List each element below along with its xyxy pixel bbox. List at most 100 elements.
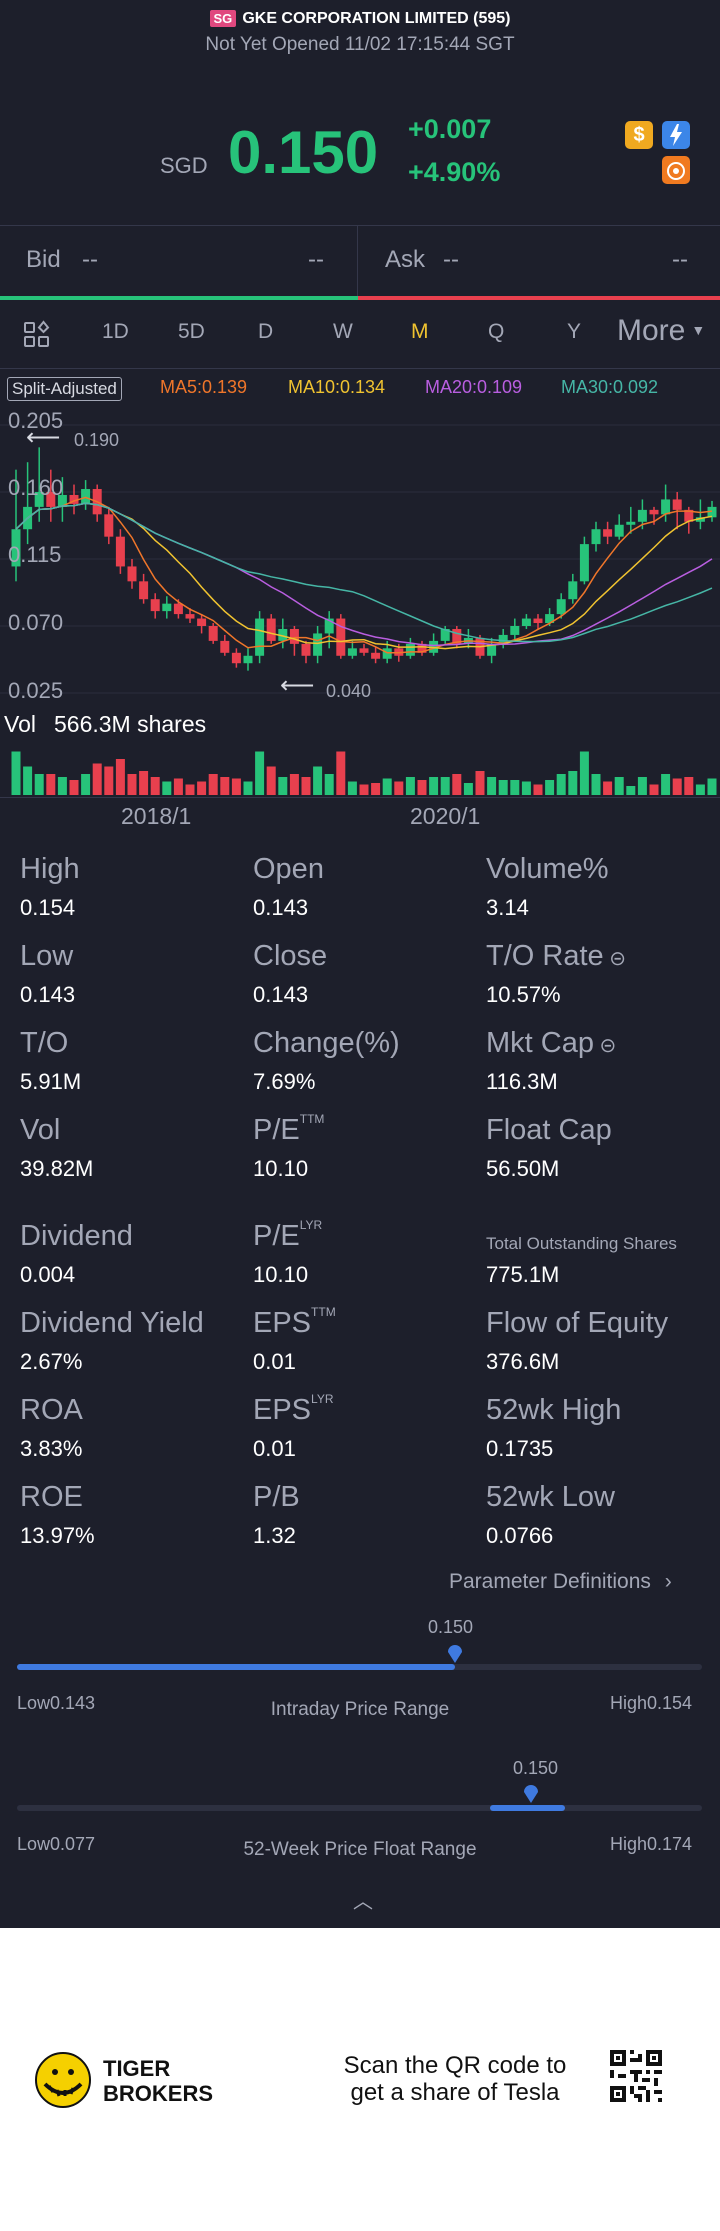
volume-bar: [533, 784, 543, 795]
stat-value-52wk-low: 0.0766: [486, 1523, 554, 1548]
info-icon[interactable]: ⊝: [593, 1035, 617, 1057]
tab-1d[interactable]: 1D: [102, 320, 129, 343]
tab-quarter[interactable]: Q: [488, 320, 505, 343]
stat-value-total-outstanding-shares: 775.1M: [486, 1262, 560, 1287]
stat-value-close: 0.143: [253, 982, 309, 1007]
volume-bar: [150, 777, 160, 795]
lightning-icon[interactable]: [662, 121, 690, 149]
dollar-icon[interactable]: $: [625, 121, 653, 149]
stat-label-text: ROE: [20, 1481, 83, 1513]
stat-label-text: Dividend: [20, 1220, 133, 1252]
stock-name: GKE CORPORATION LIMITED (595): [242, 10, 511, 27]
volume-bar: [92, 763, 102, 795]
candle-body: [359, 648, 369, 653]
volume-bar: [661, 774, 671, 795]
volume-bar: [104, 766, 114, 795]
volume-bar: [440, 777, 450, 795]
ma30-label: MA30:0.092: [561, 377, 659, 397]
stat-label-text: High: [20, 853, 80, 885]
stat-value-p-b: 1.32: [253, 1523, 296, 1548]
stat-label-flow-of-equity: Flow of Equity: [486, 1307, 668, 1340]
stat-label-t-o: T/O: [20, 1027, 68, 1060]
candle-body: [57, 494, 67, 507]
volume-bar: [266, 766, 276, 795]
candle-body: [220, 640, 230, 653]
layout-grid-icon[interactable]: [22, 320, 52, 350]
stat-label-volume: Volume%: [486, 853, 609, 886]
chevron-down-icon: ▼: [691, 322, 706, 338]
bid-bar: [0, 296, 358, 300]
tab-day[interactable]: D: [258, 320, 274, 343]
stat-value-eps: 0.01: [253, 1436, 296, 1461]
volume-bar: [243, 781, 253, 795]
tab-more[interactable]: More ▼: [617, 314, 705, 348]
volume-bar: [614, 777, 624, 795]
stat-label-close: Close: [253, 940, 327, 973]
divider: [0, 797, 720, 798]
volume-bar: [603, 781, 613, 795]
stat-label-eps-lyr: EPSLYR: [253, 1392, 333, 1427]
stat-label-eps-ttm: EPSTTM: [253, 1305, 336, 1340]
volume-bar: [394, 781, 404, 795]
candle-body: [440, 628, 450, 641]
candlestick-chart[interactable]: [0, 405, 720, 800]
tab-more-label: More: [617, 314, 686, 347]
candle-body: [498, 634, 508, 644]
intraday-current-value: 0.150: [428, 1617, 474, 1637]
volume-bar: [498, 780, 508, 795]
intraday-range-fill: [17, 1664, 456, 1670]
stat-label-text: 52wk High: [486, 1394, 622, 1426]
stat-label-low: Low: [20, 940, 73, 973]
tab-month[interactable]: M: [411, 320, 429, 343]
volume-title: Vol: [4, 711, 36, 737]
tiger-logo-icon: [35, 2052, 91, 2108]
ask-size: --: [672, 246, 688, 273]
stat-value-t-o: 5.91M: [20, 1069, 82, 1094]
volume-bar: [57, 777, 67, 795]
candle-body: [243, 655, 253, 664]
min-price-label: 0.040: [326, 681, 372, 701]
stat-value-roe: 13.97%: [20, 1523, 95, 1548]
info-icon[interactable]: ⊝: [603, 948, 626, 970]
candle-body: [614, 524, 624, 537]
stat-value-mkt-cap: 116.3M: [486, 1069, 558, 1094]
volume-value: 566.3M shares: [53, 711, 207, 737]
ma30-line: [15, 502, 713, 643]
price-change: +0.007: [408, 114, 492, 144]
chevron-up-icon[interactable]: ︿: [353, 1891, 373, 1913]
stat-label-total-outstanding-shares: Total Outstanding Shares: [486, 1234, 677, 1254]
volume-bar: [278, 777, 288, 795]
ma5-label: MA5:0.139: [160, 377, 248, 397]
volume-bar: [429, 777, 439, 795]
split-adjusted-badge[interactable]: Split-Adjusted: [7, 377, 122, 401]
ask-bar: [358, 296, 720, 300]
qr-code-icon[interactable]: [610, 2050, 662, 2102]
volume-bar: [197, 781, 207, 795]
candle-body: [278, 628, 288, 641]
week52-range-title: 52-Week Price Float Range: [243, 1839, 477, 1860]
stat-value-change: 7.69%: [253, 1069, 316, 1094]
ma10-line: [15, 502, 713, 650]
candle-body: [150, 599, 160, 612]
volume-bar: [452, 774, 462, 795]
tab-5d[interactable]: 5D: [178, 320, 205, 343]
price-change-pct: +4.90%: [408, 157, 501, 187]
gift-icon[interactable]: [662, 156, 690, 184]
chevron-right-icon: ›: [664, 1570, 672, 1593]
tab-year[interactable]: Y: [567, 320, 582, 343]
volume-bar: [69, 780, 79, 795]
volume-bar: [637, 777, 647, 795]
stat-label-mkt-cap: Mkt Cap ⊝: [486, 1027, 616, 1060]
candle-body: [405, 643, 415, 656]
candle-body: [591, 529, 601, 545]
volume-bar: [649, 784, 659, 795]
parameter-definitions-link[interactable]: Parameter Definitions ›: [449, 1570, 672, 1594]
ma20-label: MA20:0.109: [425, 377, 523, 397]
region-badge: SG: [209, 10, 237, 27]
stat-label-open: Open: [253, 853, 324, 886]
divider: [0, 225, 720, 226]
stat-label-change: Change(%): [253, 1027, 400, 1060]
tab-week[interactable]: W: [333, 320, 353, 343]
stat-label-float-cap: Float Cap: [486, 1114, 612, 1147]
stat-label-dividend: Dividend: [20, 1220, 133, 1253]
